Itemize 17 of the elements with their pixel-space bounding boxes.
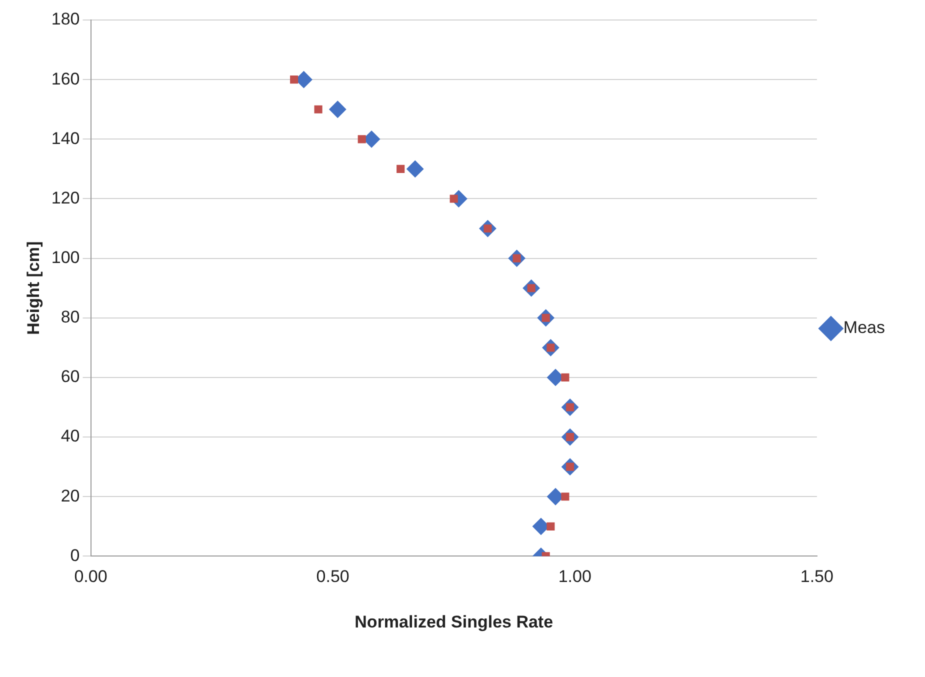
y-tick-label: 0: [70, 546, 80, 565]
y-tick-label: 60: [60, 367, 80, 386]
x-tick-label: 0.50: [316, 567, 350, 586]
y-tick-label: 80: [60, 308, 80, 327]
y-tick-label: 140: [51, 128, 80, 148]
y-tick-label: 20: [60, 486, 80, 506]
y-axis-title: Height [cm]: [24, 241, 43, 335]
y-tick-label: 160: [51, 69, 80, 88]
x-axis-title: Normalized Singles Rate: [354, 612, 554, 632]
x-tick-label: 1.50: [800, 567, 834, 586]
x-tick-label: 0.00: [74, 567, 108, 586]
x-tick-label: 1.00: [558, 567, 592, 586]
legend-label: Meas: [843, 318, 886, 338]
y-tick-label: 180: [51, 10, 80, 29]
y-tick-label: 100: [51, 248, 80, 267]
y-tick-label: 40: [60, 426, 80, 446]
y-tick-label: 120: [51, 188, 80, 208]
